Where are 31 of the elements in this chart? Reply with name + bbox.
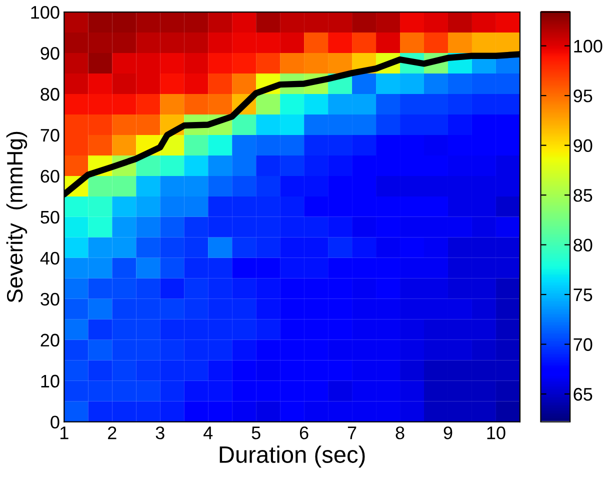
y-tick-label: 60 <box>40 170 60 183</box>
x-tick-label: 8 <box>396 426 404 440</box>
color-bar-label: 70 <box>574 338 592 351</box>
x-tick-label: 5 <box>252 426 260 440</box>
y-axis-title: Severity (mmHg) <box>6 132 28 302</box>
y-tick-label: 40 <box>40 252 60 265</box>
x-tick-label: 6 <box>300 426 308 440</box>
y-tick-label: 70 <box>40 128 60 142</box>
color-bar-label: 85 <box>574 188 592 202</box>
x-tick-label: 1 <box>60 426 68 440</box>
x-tick-label: 4 <box>203 426 213 440</box>
color-bar-label: 65 <box>574 388 592 401</box>
y-tick-label: 30 <box>40 292 60 306</box>
color-bar-label: 100 <box>574 40 602 53</box>
color-bar-label: 90 <box>574 139 592 152</box>
y-tick-label: 100 <box>31 6 60 19</box>
x-tick-label: 7 <box>348 426 356 440</box>
y-tick-label: 90 <box>40 46 60 60</box>
x-tick-label: 10 <box>487 426 506 440</box>
x-axis-title: Duration (sec) <box>220 446 365 468</box>
color-bar-label: 80 <box>574 238 592 252</box>
y-tick-label: 50 <box>40 210 60 224</box>
y-tick-label: 20 <box>40 334 60 347</box>
x-tick-label: 3 <box>156 426 164 440</box>
color-bar-label: 95 <box>574 90 592 102</box>
y-tick-label: 10 <box>41 374 60 388</box>
color-bar-label: 75 <box>574 288 592 302</box>
x-tick-label: 2 <box>108 426 116 440</box>
y-tick-label: 0 <box>50 416 60 429</box>
y-tick-label: 80 <box>40 88 60 101</box>
x-tick-label: 9 <box>444 426 452 440</box>
